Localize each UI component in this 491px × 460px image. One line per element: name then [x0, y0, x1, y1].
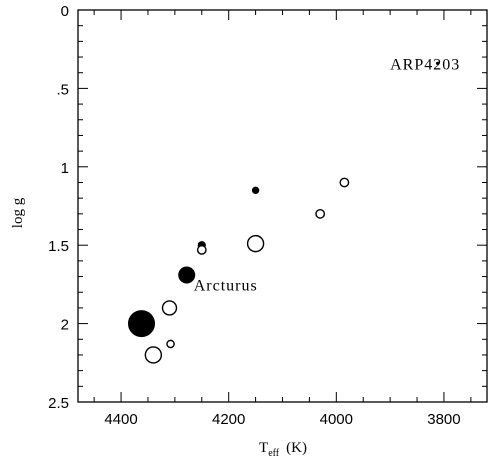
y-tick-label: .5: [56, 81, 69, 98]
y-tick-label: 2.5: [48, 395, 69, 412]
y-tick-label: 1: [61, 160, 69, 177]
data-point-open: [339, 177, 350, 188]
x-tick-label: 4400: [104, 411, 137, 428]
y-axis-label: log g: [10, 197, 26, 228]
data-points: [128, 61, 440, 364]
axes: [77, 9, 488, 403]
x-axis-label-main: T: [259, 440, 268, 456]
x-tick-label: 4000: [320, 411, 353, 428]
data-point-open: [166, 339, 175, 349]
x-tick-label: 3800: [427, 411, 460, 428]
data-point-open: [196, 245, 207, 255]
x-axis-label-unit: (K): [286, 440, 307, 456]
y-tick-label: 1.5: [48, 238, 69, 255]
data-point-filled: [251, 186, 260, 195]
y-tick-label: 2: [61, 317, 69, 334]
labels: log g Teff (K) 4400 4200 4000 3800 0 .5 1 1.5 2 2.…: [10, 3, 461, 459]
x-axis-label-subscript: eff: [268, 448, 280, 459]
annotation-label: ARP4203: [390, 56, 460, 73]
data-point-dot: [435, 61, 440, 65]
data-point-open: [144, 346, 163, 364]
data-point-filled: [178, 266, 196, 284]
data-point-filled: [128, 310, 156, 338]
y-tick-label: 0: [61, 3, 69, 20]
annotation-label: Arcturus: [194, 277, 258, 294]
data-point-open: [161, 300, 178, 316]
data-point-open: [246, 234, 265, 253]
x-tick-label: 4200: [212, 411, 245, 428]
data-point-open: [315, 208, 326, 219]
x-axis-label: Teff (K): [259, 440, 307, 459]
